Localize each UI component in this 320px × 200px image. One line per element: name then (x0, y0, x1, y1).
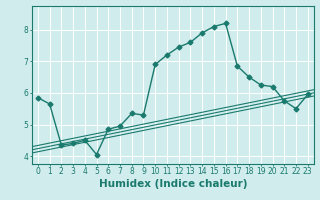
X-axis label: Humidex (Indice chaleur): Humidex (Indice chaleur) (99, 179, 247, 189)
